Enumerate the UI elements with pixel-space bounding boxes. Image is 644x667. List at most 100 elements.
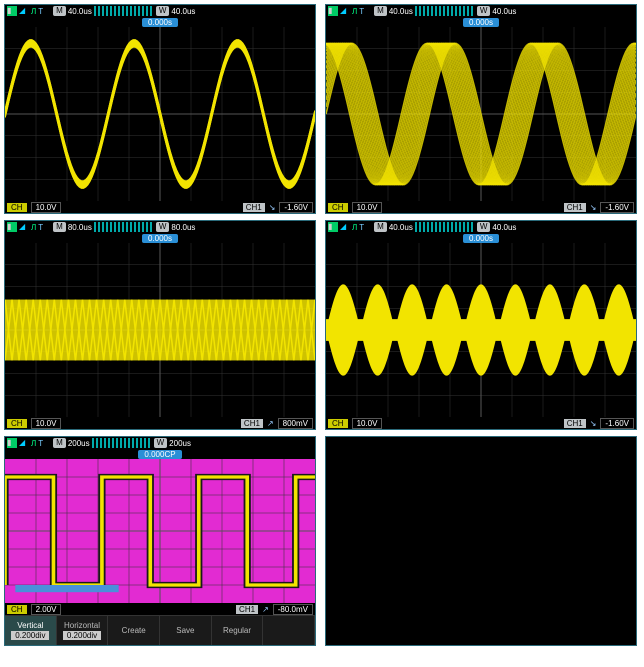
panel-6: [325, 436, 637, 646]
trigger-slope-icon: ↗: [262, 605, 269, 614]
trigger-slope-icon: ↗: [267, 419, 274, 428]
bottom-status-bar: CH 10.0V CH1 ↘ -1.60V: [326, 417, 636, 429]
m-label: M: [53, 438, 66, 448]
channel-label: CH: [328, 419, 348, 428]
waveform-display[interactable]: [5, 459, 315, 603]
trigger-source: CH1: [241, 419, 263, 428]
run-icon: ▮: [328, 222, 338, 232]
waveform-display[interactable]: [326, 243, 636, 417]
persist-icon: Л: [31, 439, 36, 448]
softkey-6[interactable]: [263, 616, 315, 645]
w-time: 200us: [169, 439, 191, 448]
trig-mode: T: [359, 7, 364, 16]
trig-mode: T: [38, 439, 43, 448]
top-status-bar: ▮ ◢ Л T M 80.0us W 80.0us: [5, 221, 315, 233]
trigger-position-bar: 0.000s: [326, 17, 636, 27]
trigger-position-bar: 0.000s: [5, 17, 315, 27]
run-icon: ▮: [7, 222, 17, 232]
softkey-label: Horizontal: [64, 621, 100, 630]
waveform-display[interactable]: [326, 27, 636, 201]
channel-label: CH: [7, 605, 27, 614]
top-status-bar: ▮ ◢ Л T M 200us W 200us: [5, 437, 315, 449]
trigger-position-bar: 0.000CP: [5, 449, 315, 459]
trigger-level: 800mV: [278, 418, 313, 429]
channel-strip-icon: [94, 222, 154, 232]
m-time: 40.0us: [68, 7, 92, 16]
w-time: 40.0us: [492, 223, 516, 232]
trigger-position-bar: 0.000s: [326, 233, 636, 243]
trigger-position-bar: 0.000s: [5, 233, 315, 243]
m-label: M: [53, 222, 66, 232]
m-time: 200us: [68, 439, 90, 448]
trigger-source: CH1: [243, 203, 265, 212]
run-icon: ▮: [328, 6, 338, 16]
w-label: W: [477, 6, 491, 16]
channel-strip-icon: [94, 6, 154, 16]
volts-per-div: 10.0V: [31, 418, 62, 429]
persist-icon: Л: [352, 7, 357, 16]
run-icon: ▮: [7, 6, 17, 16]
channel-label: CH: [328, 203, 348, 212]
trig-mode: T: [38, 7, 43, 16]
waveform-display[interactable]: [5, 243, 315, 417]
softkey-2[interactable]: Horizontal 0.200div: [57, 616, 109, 645]
w-label: W: [154, 438, 168, 448]
m-time: 40.0us: [389, 7, 413, 16]
trigger-level: -1.60V: [279, 202, 313, 213]
w-time: 40.0us: [492, 7, 516, 16]
bottom-status-bar: CH 2.00V CH1 ↗ -80.0mV: [5, 603, 315, 615]
trig-icon: ◢: [340, 222, 350, 232]
waveform-display[interactable]: [5, 27, 315, 201]
channel-strip-icon: [415, 222, 475, 232]
softkey-5[interactable]: Regular: [212, 616, 264, 645]
trigger-source: CH1: [564, 419, 586, 428]
m-time: 80.0us: [68, 223, 92, 232]
bottom-status-bar: CH 10.0V CH1 ↘ -1.60V: [326, 201, 636, 213]
persist-icon: Л: [31, 7, 36, 16]
top-status-bar: ▮ ◢ Л T M 40.0us W 40.0us: [326, 221, 636, 233]
trigger-time: 0.000s: [142, 234, 178, 243]
trig-mode: T: [359, 223, 364, 232]
channel-label: CH: [7, 203, 27, 212]
scope-grid: ▮ ◢ Л T M 40.0us W 40.0us 0.000s CH 10.0…: [0, 0, 644, 650]
panel-4: ▮ ◢ Л T M 40.0us W 40.0us 0.000s CH 10.0…: [325, 220, 637, 430]
panel-1: ▮ ◢ Л T M 40.0us W 40.0us 0.000s CH 10.0…: [4, 4, 316, 214]
softkey-3[interactable]: Create: [108, 616, 160, 645]
softkey-1[interactable]: Vertical 0.200div: [5, 616, 57, 645]
trigger-time: 0.000s: [463, 234, 499, 243]
channel-strip-icon: [92, 438, 152, 448]
softkey-value: 0.200div: [63, 631, 101, 640]
bottom-status-bar: CH 10.0V CH1 ↘ -1.60V: [5, 201, 315, 213]
persist-icon: Л: [31, 223, 36, 232]
trigger-time: 0.000CP: [138, 450, 181, 459]
channel-label: CH: [7, 419, 27, 428]
trig-icon: ◢: [340, 6, 350, 16]
volts-per-div: 10.0V: [352, 418, 383, 429]
m-label: M: [374, 222, 387, 232]
bottom-status-bar: CH 10.0V CH1 ↗ 800mV: [5, 417, 315, 429]
trigger-level: -1.60V: [600, 418, 634, 429]
trigger-slope-icon: ↘: [590, 419, 597, 428]
softkey-label: Create: [122, 626, 146, 635]
channel-strip-icon: [415, 6, 475, 16]
trig-icon: ◢: [19, 6, 29, 16]
panel-3: ▮ ◢ Л T M 80.0us W 80.0us 0.000s CH 10.0…: [4, 220, 316, 430]
persist-icon: Л: [352, 223, 357, 232]
trig-icon: ◢: [19, 438, 29, 448]
volts-per-div: 2.00V: [31, 604, 62, 615]
trigger-time: 0.000s: [142, 18, 178, 27]
m-label: M: [374, 6, 387, 16]
m-time: 40.0us: [389, 223, 413, 232]
w-label: W: [156, 6, 170, 16]
panel-5: ▮ ◢ Л T M 200us W 200us 0.000CP CH 2.00V…: [4, 436, 316, 646]
softkey-label: Save: [176, 626, 194, 635]
trig-icon: ◢: [19, 222, 29, 232]
softkey-bar: Vertical 0.200div Horizontal 0.200div Cr…: [5, 615, 315, 645]
volts-per-div: 10.0V: [31, 202, 62, 213]
trigger-level: -1.60V: [600, 202, 634, 213]
run-icon: ▮: [7, 438, 17, 448]
trigger-slope-icon: ↘: [590, 203, 597, 212]
softkey-label: Vertical: [17, 621, 43, 630]
softkey-4[interactable]: Save: [160, 616, 212, 645]
trigger-source: CH1: [564, 203, 586, 212]
